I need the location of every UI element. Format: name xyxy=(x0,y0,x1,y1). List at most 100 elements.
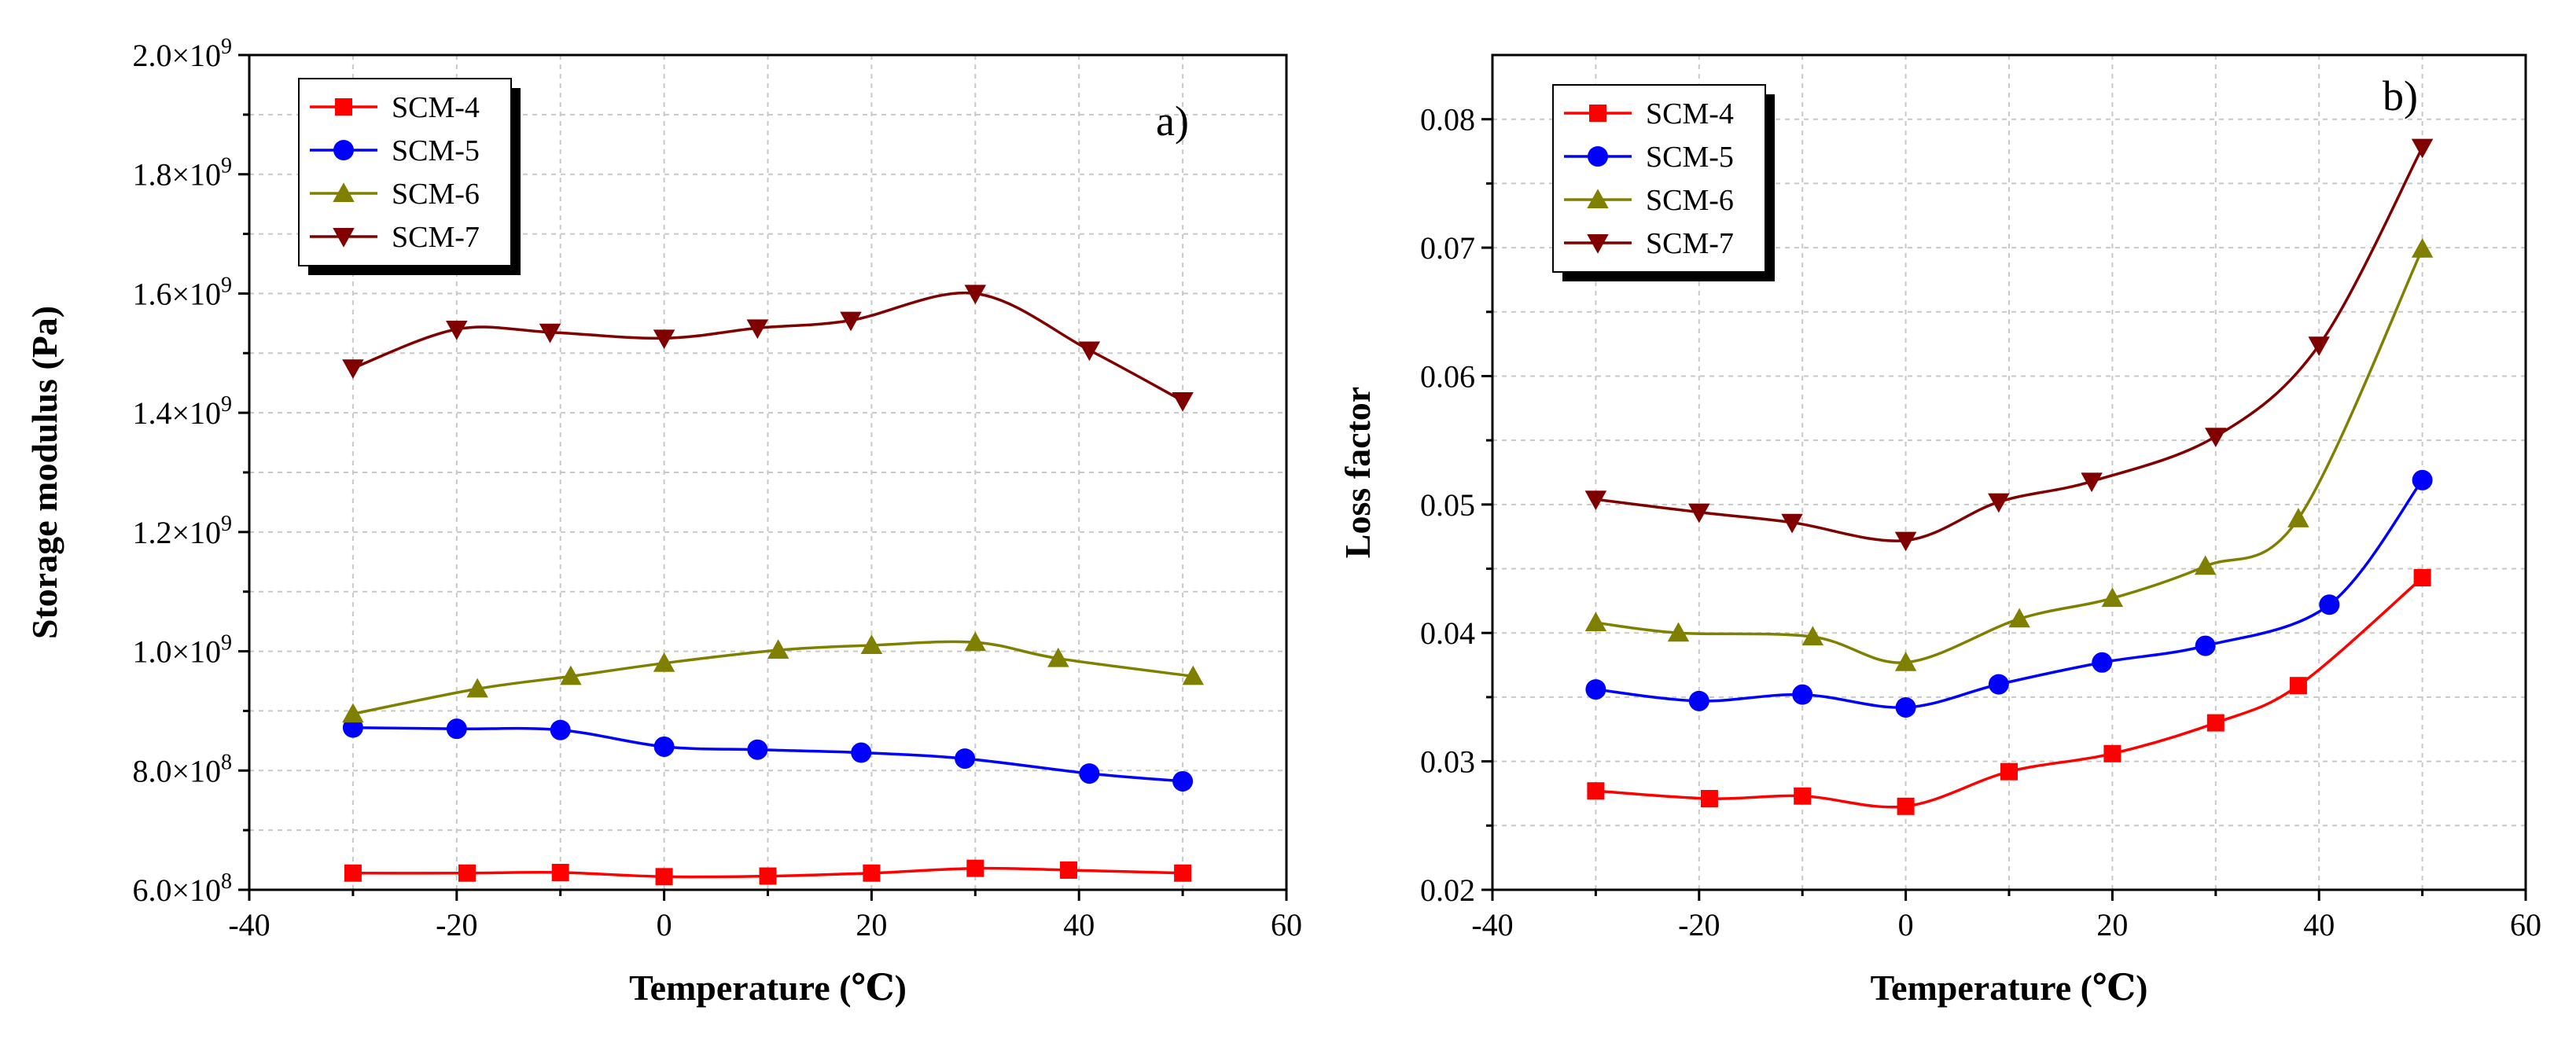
legend-marker xyxy=(333,182,355,202)
data-point xyxy=(2008,608,2030,628)
data-point xyxy=(2195,635,2216,656)
y-tick-label: 1.8×109 xyxy=(132,154,232,193)
panel-label: b) xyxy=(2383,72,2418,119)
data-point xyxy=(2081,472,2103,493)
data-point xyxy=(1781,513,1803,534)
x-tick-label: -20 xyxy=(1678,907,1720,942)
y-tick-label-exponent: 8 xyxy=(221,869,232,894)
data-point xyxy=(344,864,362,882)
data-point xyxy=(1801,626,1824,646)
y-tick-label-exponent: 9 xyxy=(221,392,232,417)
x-tick-label: 0 xyxy=(657,907,672,942)
data-point xyxy=(2319,594,2340,615)
data-point xyxy=(1988,674,2009,695)
y-tick-label: 2.0×109 xyxy=(132,35,232,73)
data-point xyxy=(551,864,569,882)
y-tick-label: 8.0×108 xyxy=(132,750,232,788)
x-tick-label: -40 xyxy=(1471,907,1513,942)
data-point xyxy=(2101,587,2124,608)
y-tick-label-mantissa: 6.0×10 xyxy=(132,872,221,908)
y-tick-label: 1.0×109 xyxy=(132,631,232,670)
legend-label: SCM-5 xyxy=(1646,141,1734,174)
data-point xyxy=(466,678,488,698)
series-scm-4 xyxy=(344,859,1192,886)
data-point xyxy=(1584,490,1607,511)
data-point xyxy=(446,320,468,340)
y-tick-label: 1.2×109 xyxy=(132,512,232,550)
data-point xyxy=(1897,797,1915,815)
data-point xyxy=(1792,684,1813,705)
x-tick-label: -40 xyxy=(228,907,270,942)
data-point xyxy=(2194,555,2217,575)
data-point xyxy=(1585,679,1606,700)
y-tick-label-exponent: 9 xyxy=(221,631,232,656)
data-point xyxy=(539,323,561,343)
data-point xyxy=(759,867,777,885)
data-point xyxy=(1047,647,1069,667)
data-point xyxy=(2411,237,2434,258)
y-tick-label: 0.08 xyxy=(1420,102,1475,138)
data-point xyxy=(2103,744,2122,762)
panel-label: a) xyxy=(1156,97,1189,145)
y-tick-label-mantissa: 8.0×10 xyxy=(132,753,221,788)
data-point xyxy=(2413,568,2431,586)
data-point xyxy=(655,868,673,886)
y-axis-title: Storage modulus (Pa) xyxy=(24,306,64,639)
legend: SCM-4 SCM-5 SCM-6 SCM-7 xyxy=(298,78,521,275)
data-point xyxy=(851,742,872,763)
y-tick-label: 0.05 xyxy=(1420,487,1475,523)
legend-marker xyxy=(333,228,355,248)
data-point xyxy=(746,319,769,340)
data-point xyxy=(1700,789,1718,807)
chart-panel-a: -40 -20 0 20 40 606.0×1088.0×1081.0×1091.2×10… xyxy=(24,35,1302,1008)
data-point xyxy=(860,634,883,654)
data-point xyxy=(653,329,675,350)
y-tick-label-mantissa: 1.4×10 xyxy=(132,395,221,431)
legend-label: SCM-4 xyxy=(1646,97,1734,130)
data-point xyxy=(2206,714,2225,732)
x-axis-title: Temperature (℃) xyxy=(1871,968,2148,1008)
legend-box xyxy=(1552,84,1766,273)
data-point xyxy=(1988,493,2010,513)
series-scm-6 xyxy=(1584,237,2434,671)
legend-marker xyxy=(333,140,354,160)
data-point xyxy=(1584,612,1607,632)
data-point xyxy=(342,703,364,723)
legend-label: SCM-7 xyxy=(392,221,480,254)
y-tick-label-mantissa: 2.0×10 xyxy=(132,38,221,73)
data-point xyxy=(2289,677,2307,695)
data-point xyxy=(955,748,976,770)
y-tick-label-mantissa: 1.0×10 xyxy=(132,634,221,670)
x-tick-label: 60 xyxy=(2510,907,2541,942)
data-point xyxy=(966,859,984,877)
data-point xyxy=(1895,696,1916,718)
y-tick-label-exponent: 8 xyxy=(221,750,232,774)
x-tick-label: 0 xyxy=(1898,907,1914,942)
data-point xyxy=(2412,469,2433,490)
x-tick-label: 20 xyxy=(856,907,887,942)
data-point xyxy=(840,311,862,332)
data-point xyxy=(1172,770,1194,792)
y-tick-label-exponent: 9 xyxy=(221,512,232,536)
data-point xyxy=(1667,622,1690,642)
data-point xyxy=(1078,341,1101,362)
y-tick-label-exponent: 9 xyxy=(221,273,232,297)
data-point xyxy=(560,665,582,685)
x-tick-label: 20 xyxy=(2096,907,2128,942)
y-tick-label-mantissa: 1.6×10 xyxy=(132,276,221,311)
data-point xyxy=(1688,690,1709,711)
y-tick-label-mantissa: 1.8×10 xyxy=(132,157,221,193)
y-tick-label-mantissa: 1.2×10 xyxy=(132,515,221,550)
x-tick-label: 40 xyxy=(2303,907,2335,942)
legend-label: SCM-4 xyxy=(392,91,480,124)
data-point xyxy=(2205,428,2227,448)
data-point xyxy=(964,631,987,652)
legend-label: SCM-6 xyxy=(392,178,480,211)
data-point xyxy=(1060,861,1078,879)
y-tick-label-exponent: 9 xyxy=(221,35,232,59)
y-tick-label: 1.4×109 xyxy=(132,392,232,431)
data-point xyxy=(653,652,675,672)
data-point xyxy=(2092,652,2113,673)
data-point xyxy=(1794,787,1812,805)
